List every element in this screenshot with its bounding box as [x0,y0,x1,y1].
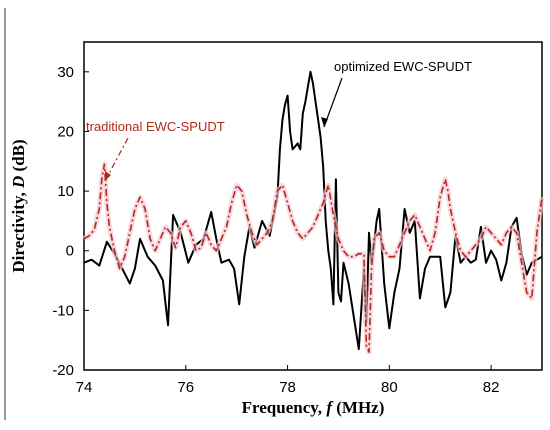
series-layer [82,70,545,355]
x-tick-label: 76 [177,379,194,396]
y-tick-label: -10 [52,302,74,319]
traditional-annotation-arrow [104,137,129,182]
y-axis-ticks: -20 -10 0 10 20 30 [52,64,89,379]
optimized-annotation-label: optimized EWC-SPUDT [334,59,472,74]
x-tick-label: 78 [279,379,296,396]
traditional-annotation-arrowhead [105,171,111,181]
y-tick-label: -20 [52,362,74,379]
x-axis-ticks: 74 76 78 80 82 [76,365,500,396]
plot-frame [83,41,543,371]
traditional-annotation-label: traditional EWC-SPUDT [86,119,225,134]
x-tick-label: 80 [381,379,398,396]
x-axis-title: Frequency, f (MHz) [242,398,385,417]
x-tick-label: 74 [76,379,93,396]
y-axis-title: Directivity, D (dB) [9,139,28,272]
y-tick-label: 0 [66,243,74,260]
y-tick-label: 30 [57,64,74,81]
x-tick-label: 82 [483,379,500,396]
series-line-0 [83,70,543,351]
series-line-1 [83,163,543,353]
y-tick-label: 10 [57,183,74,200]
series-halo-1 [82,161,545,355]
optimized-annotation-arrowhead [321,117,328,127]
y-tick-label: 20 [57,123,74,140]
